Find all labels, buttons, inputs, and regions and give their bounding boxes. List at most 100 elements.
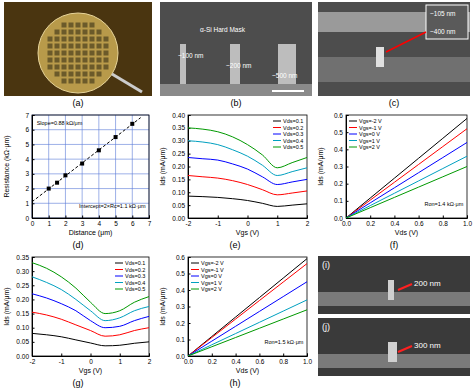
die xyxy=(83,51,88,56)
panel-caption: (j) xyxy=(322,322,330,332)
die xyxy=(76,79,81,84)
y-axis-line xyxy=(189,116,191,219)
die xyxy=(55,51,60,56)
die xyxy=(83,30,88,35)
plot-frame xyxy=(32,257,149,356)
x-tick: 0.4 xyxy=(232,354,241,365)
y-tick: 0.5 xyxy=(176,270,191,277)
x-tick-label: 5 xyxy=(114,220,118,227)
y-tick-label: 0.3 xyxy=(176,303,185,310)
legend-swatch xyxy=(349,121,357,122)
annotation: Intercept=2×Rc=1.1 kΩ·μm xyxy=(79,203,146,209)
photo-background xyxy=(4,2,152,96)
x-grid-line xyxy=(48,115,49,218)
x-tick: 0.6 xyxy=(415,216,424,227)
legend-label: Vgs=-2 V xyxy=(201,260,224,266)
marks xyxy=(346,118,467,218)
x-tick-mark xyxy=(248,216,249,219)
x-tick: 0 xyxy=(89,354,93,365)
legend-swatch xyxy=(115,282,123,283)
y-tick: 0.00 xyxy=(16,353,34,360)
die xyxy=(104,58,109,63)
die xyxy=(90,72,95,77)
y-tick: 0.4 xyxy=(334,146,349,153)
die xyxy=(97,44,102,49)
die xyxy=(62,30,67,35)
legend: Vds=0.1Vds=0.2Vds=0.3Vds=0.4Vds=0.5 xyxy=(115,260,145,292)
image-annotation: ~100 nm xyxy=(178,52,203,59)
x-tick-mark xyxy=(120,354,121,357)
y-axis: 0.000.050.100.150.200.250.300.35 xyxy=(16,254,34,360)
y-tick-label: 0.10 xyxy=(16,324,29,331)
y-tick: 0.40 xyxy=(172,112,190,119)
legend-swatch xyxy=(191,289,199,290)
y-tick: 0.15 xyxy=(16,310,34,317)
die xyxy=(62,65,67,70)
y-tick-label: 0.3 xyxy=(334,163,343,170)
legend-swatch xyxy=(115,289,123,290)
arrow xyxy=(398,284,412,290)
y-tick: 0.3 xyxy=(176,303,191,310)
wafer xyxy=(38,13,118,93)
image-panel: ~105 nm~400 nm(c) xyxy=(318,2,470,108)
x-axis-title: Vgs (V) xyxy=(236,229,259,237)
y-tick: 0.05 xyxy=(16,338,34,345)
x-tick-label: 0.0 xyxy=(342,220,351,227)
tweezer xyxy=(112,74,142,92)
y-tick: 0.25 xyxy=(16,282,34,289)
die xyxy=(69,79,74,84)
x-tick: 4 xyxy=(98,216,102,227)
y-tick-mark xyxy=(346,184,349,185)
x-tick-label: 4 xyxy=(98,220,102,227)
annotation: Ron=1.4 kΩ·μm xyxy=(424,201,463,207)
die xyxy=(83,37,88,42)
x-tick-label: 0 xyxy=(246,220,250,227)
plot-area: 0.00.20.40.60.81.00.00.10.20.30.40.50.6V… xyxy=(159,254,312,375)
y-tick-label: 0.30 xyxy=(172,137,185,144)
die xyxy=(76,65,81,70)
y-tick-mark xyxy=(32,203,35,204)
y-tick-label: 0.0 xyxy=(334,215,343,222)
legend-swatch xyxy=(191,282,199,283)
die xyxy=(97,30,102,35)
die xyxy=(55,37,60,42)
x-axis: 01234567 xyxy=(31,216,152,227)
y-axis-line xyxy=(33,116,35,219)
x-tick-label: -2 xyxy=(186,220,192,227)
die xyxy=(104,37,109,42)
x-tick-label: 0.2 xyxy=(366,220,375,227)
panel-caption: (b) xyxy=(231,98,242,108)
x-tick: 0.8 xyxy=(279,354,288,365)
y-tick-mark xyxy=(346,201,349,202)
x-tick-mark xyxy=(307,216,308,219)
legend-swatch xyxy=(273,134,281,135)
die xyxy=(69,44,74,49)
sem-background xyxy=(318,256,470,314)
marks xyxy=(188,128,307,207)
x-tick-label: 3 xyxy=(81,220,85,227)
arrow xyxy=(398,346,412,352)
series-line xyxy=(346,142,467,218)
y-tick-mark xyxy=(32,189,35,190)
y-axis-line xyxy=(33,258,35,357)
image-annotation: ~400 nm xyxy=(430,28,455,35)
x-tick-mark xyxy=(149,354,150,357)
x-tick: 0.8 xyxy=(439,216,448,227)
die xyxy=(97,58,102,63)
x-tick-label: 0.8 xyxy=(439,220,448,227)
y-tick: 0.05 xyxy=(172,202,190,209)
chart: 0.00.20.40.60.81.00.00.10.20.30.40.50.6V… xyxy=(159,254,312,388)
legend-swatch xyxy=(273,127,281,128)
die xyxy=(69,23,74,28)
die xyxy=(83,58,88,63)
y-tick: 0.20 xyxy=(172,163,190,170)
y-tick: 0.00 xyxy=(172,215,190,222)
series-line xyxy=(346,167,467,219)
substrate xyxy=(160,84,312,96)
y-tick: 0 xyxy=(25,215,34,222)
gate xyxy=(388,342,397,362)
y-tick: 0.4 xyxy=(176,287,191,294)
y-tick-label: 0.5 xyxy=(334,129,343,136)
y-tick: 7 xyxy=(25,112,34,119)
die xyxy=(104,51,109,56)
